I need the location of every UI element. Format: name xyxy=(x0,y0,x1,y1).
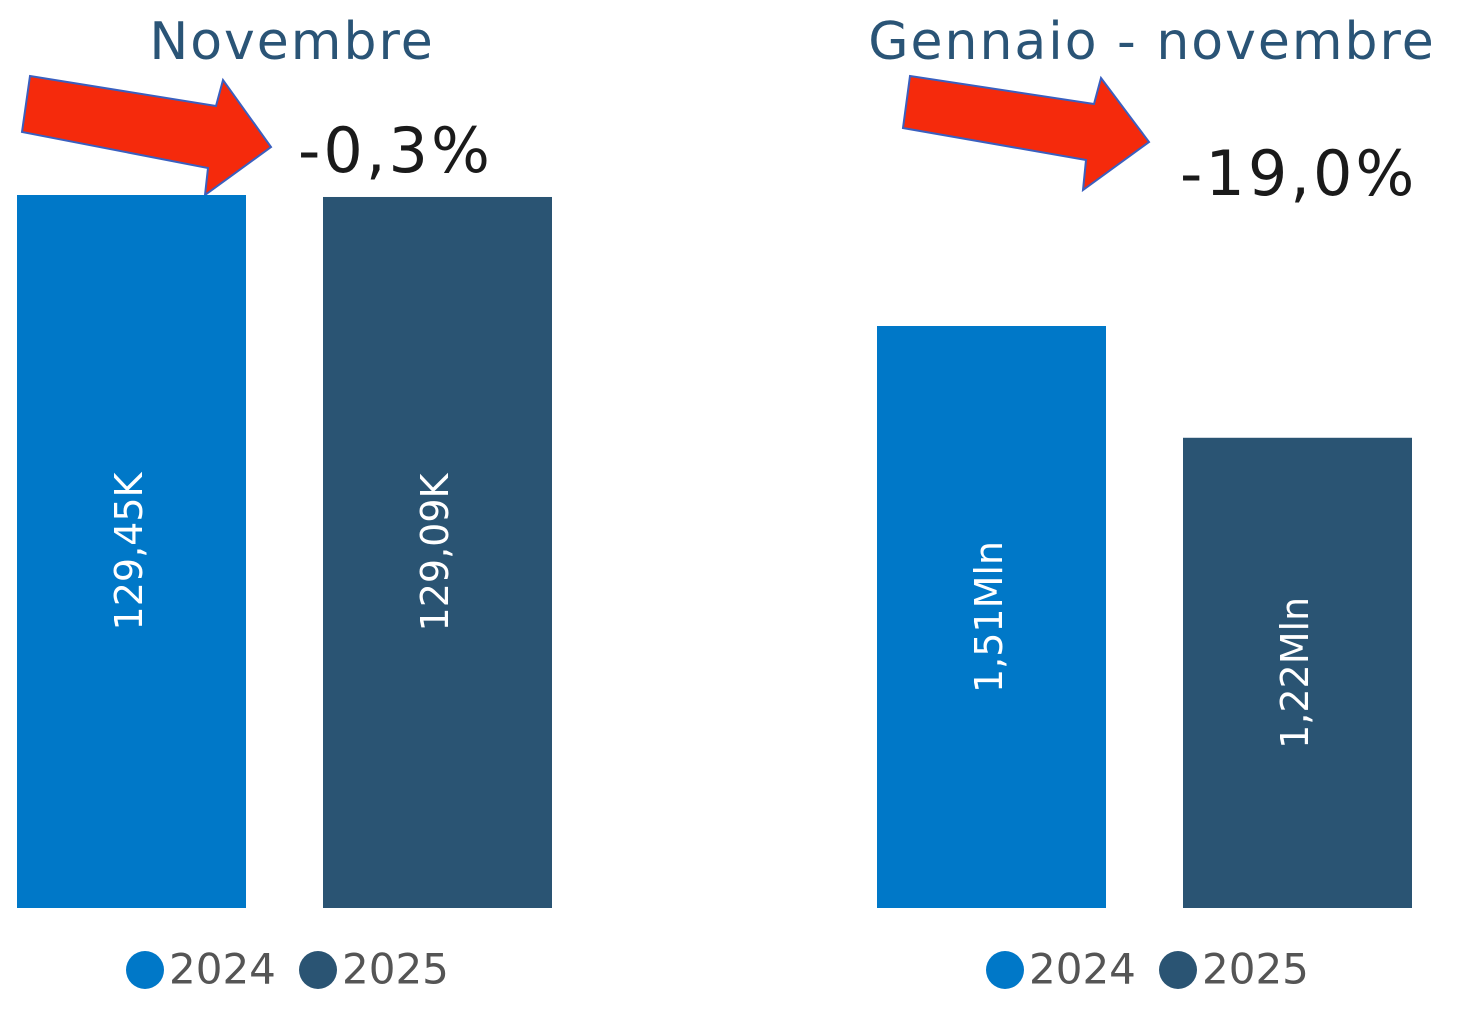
legend-label: 2025 xyxy=(342,945,449,994)
arrow xyxy=(901,74,1151,193)
legend-marker xyxy=(299,951,337,989)
value-label: 1,22Mln xyxy=(1273,597,1317,749)
legend-label: 2025 xyxy=(1202,945,1309,994)
bar xyxy=(323,196,552,908)
bar xyxy=(877,326,1106,908)
annotation: -0,3% xyxy=(298,114,493,187)
legend-marker xyxy=(1159,951,1197,989)
value-label: 129,45K xyxy=(107,471,151,630)
value-label: 1,51Mln xyxy=(967,541,1011,693)
legend-marker xyxy=(126,951,164,989)
bar xyxy=(1183,437,1412,908)
bar xyxy=(17,195,246,908)
legend-label: 2024 xyxy=(1029,945,1136,994)
value-label: 129,09K xyxy=(413,472,457,631)
arrow xyxy=(20,74,273,198)
chart-title: Gennaio - novembre xyxy=(868,12,1436,72)
legend-marker xyxy=(986,951,1024,989)
annotation: -19,0% xyxy=(1180,137,1417,210)
chart-title: Novembre xyxy=(149,12,434,72)
legend-label: 2024 xyxy=(169,945,276,994)
